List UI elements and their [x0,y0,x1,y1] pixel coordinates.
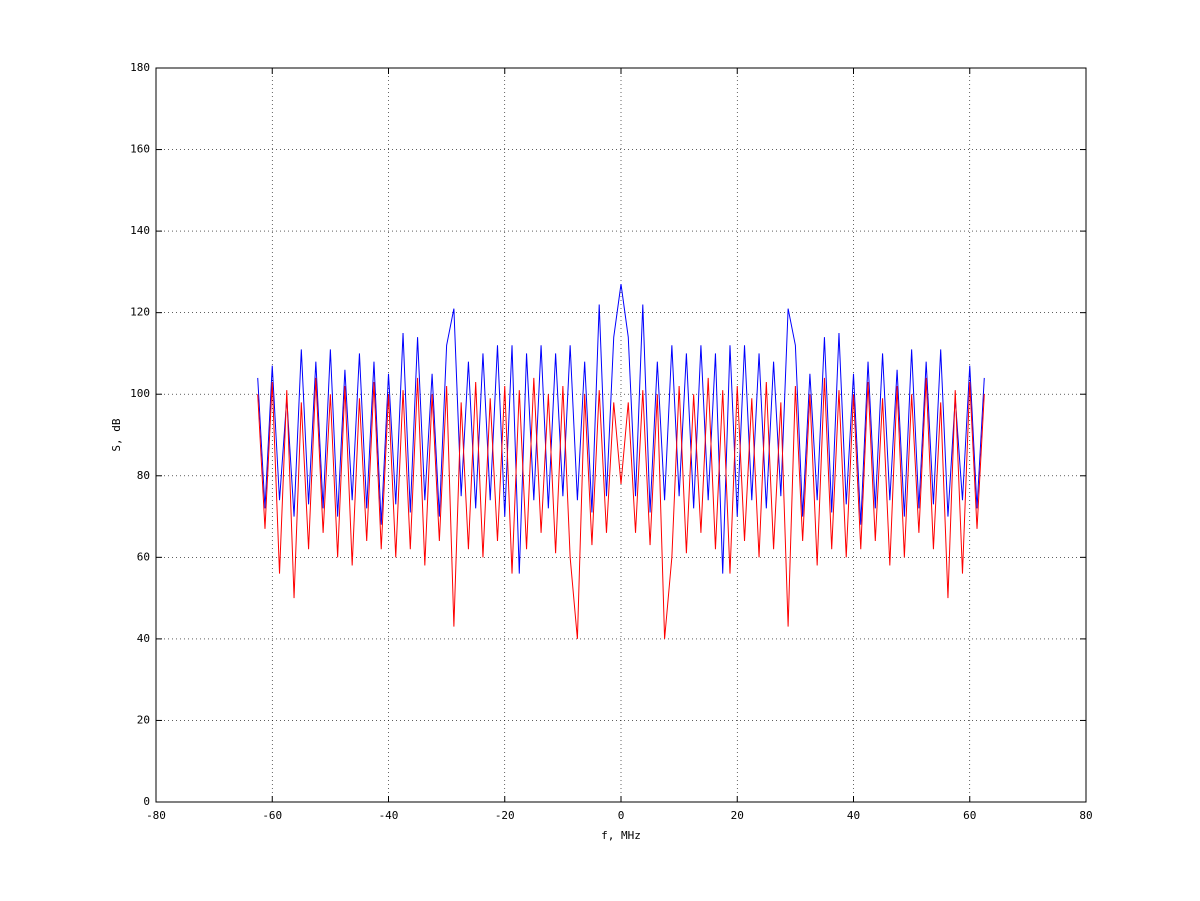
y-tick-label: 40 [137,632,150,645]
x-tick-label: 60 [963,809,976,822]
x-tick-label: 20 [731,809,744,822]
plot-frame [155,67,1087,803]
x-tick-label: 80 [1079,809,1092,822]
y-tick-label: 60 [137,550,150,563]
x-tick-label: -20 [495,809,515,822]
x-tick-label: -60 [262,809,282,822]
x-tick-label: -40 [379,809,399,822]
y-tick-label: 120 [130,306,150,319]
x-tick-label: 0 [618,809,625,822]
y-tick-label: 20 [137,713,150,726]
x-axis-label: f, MHz [601,829,641,842]
y-tick-label: 80 [137,469,150,482]
y-tick-label: 140 [130,224,150,237]
series-line [257,284,985,574]
series-line [257,377,985,639]
y-tick-label: 0 [143,795,150,808]
y-axis-label: S, dB [110,418,123,451]
x-tick-label: -80 [146,809,166,822]
x-tick-label: 40 [847,809,860,822]
y-tick-label: 160 [130,143,150,156]
y-tick-label: 100 [130,387,150,400]
y-tick-label: 180 [130,61,150,74]
